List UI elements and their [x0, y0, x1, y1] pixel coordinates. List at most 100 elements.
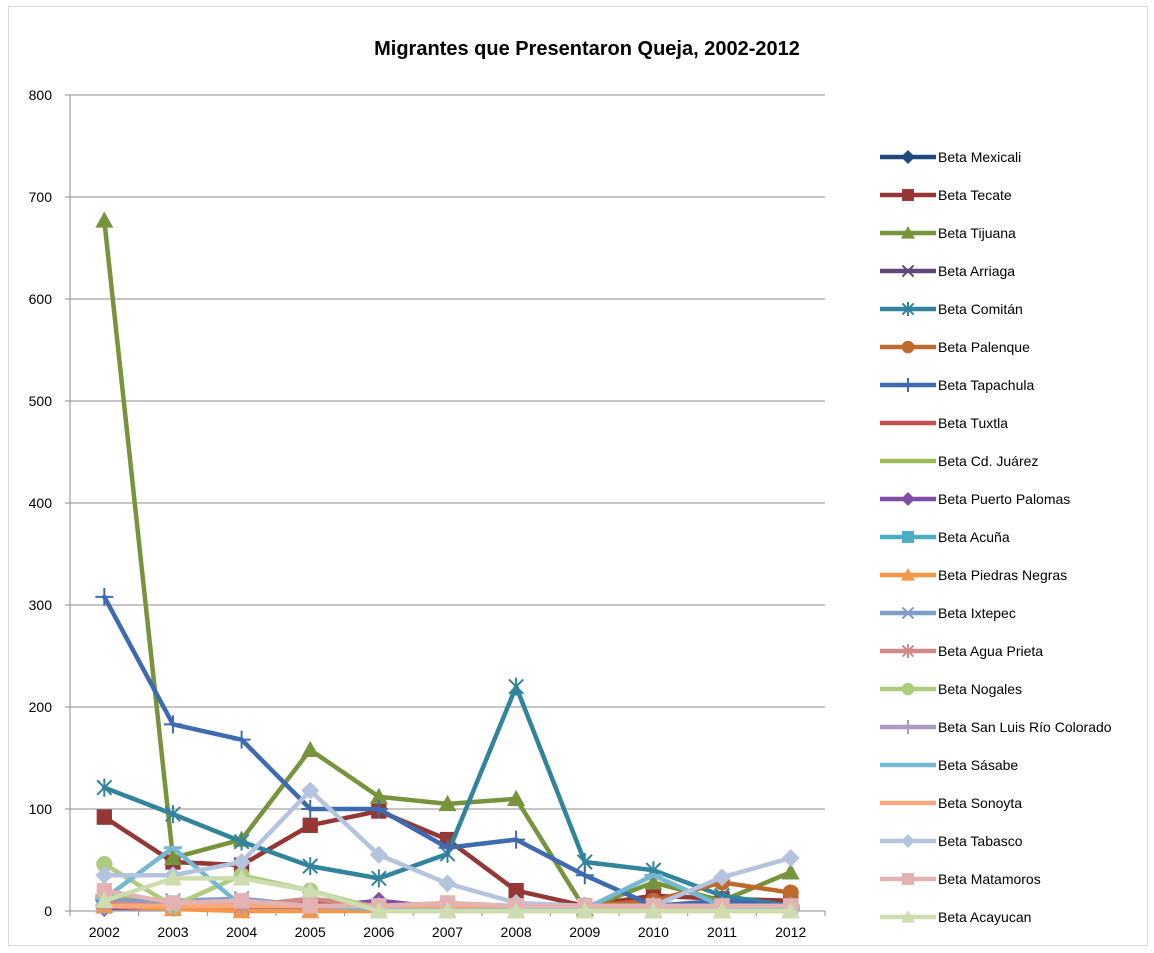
legend-marker	[901, 763, 915, 767]
x-tick-label: 2005	[295, 924, 326, 940]
legend-item-beta-ixtepec: Beta Ixtepec	[880, 605, 1016, 621]
legend-label: Beta Piedras Negras	[938, 567, 1067, 583]
x-tick-label: 2007	[432, 924, 463, 940]
data-point	[575, 902, 594, 919]
data-point	[507, 902, 526, 919]
legend-label: Beta Ixtepec	[938, 605, 1016, 621]
data-point	[713, 902, 732, 919]
data-point	[438, 874, 457, 893]
data-point	[781, 902, 800, 919]
legend-item-beta-arriaga: Beta Arriaga	[880, 263, 1015, 279]
legend-label: Beta Palenque	[938, 339, 1030, 355]
data-point	[301, 800, 320, 818]
data-point	[438, 902, 457, 919]
legend-marker	[901, 459, 915, 463]
y-tick-label: 500	[29, 393, 53, 409]
y-tick-label: 800	[29, 87, 53, 103]
data-point	[302, 817, 318, 833]
data-point	[163, 715, 182, 734]
data-point	[508, 882, 524, 899]
legend-marker	[901, 302, 915, 316]
data-point	[165, 805, 181, 824]
legend-marker	[901, 226, 915, 239]
legend-item-beta-mexicali: Beta Mexicali	[880, 149, 1021, 165]
legend-marker	[901, 568, 915, 581]
data-point	[163, 846, 182, 850]
series-beta-tijuana	[95, 211, 800, 917]
legend-marker	[901, 340, 915, 354]
legend-label: Beta Tijuana	[938, 225, 1016, 241]
legend-marker	[901, 264, 915, 278]
y-tick-label: 200	[29, 699, 53, 715]
legend-item-beta-san-luis-rio-colorado: Beta San Luis Río Colorado	[880, 719, 1112, 735]
legend-marker	[901, 834, 915, 848]
data-point	[508, 677, 525, 696]
legend-marker	[902, 873, 914, 885]
data-point	[96, 778, 113, 797]
x-tick-label: 2006	[363, 924, 394, 940]
legend-item-beta-tuxtla: Beta Tuxtla	[880, 415, 1008, 431]
legend-marker	[901, 801, 915, 805]
legend-item-beta-agua-prieta: Beta Agua Prieta	[880, 643, 1043, 659]
legend-label: Beta Acayucan	[938, 909, 1031, 925]
legend-item-beta-acayucan: Beta Acayucan	[880, 909, 1031, 925]
y-tick-label: 100	[29, 801, 53, 817]
legend-label: Beta Acuña	[938, 529, 1010, 545]
legend-item-beta-acuna: Beta Acuña	[880, 529, 1010, 545]
x-tick-label: 2003	[157, 924, 188, 940]
legend-item-beta-tabasco: Beta Tabasco	[880, 833, 1023, 849]
legend-item-beta-piedras-negras: Beta Piedras Negras	[880, 567, 1067, 583]
x-tick-label: 2002	[89, 924, 120, 940]
legend-item-beta-nogales: Beta Nogales	[880, 681, 1022, 697]
legend-item-beta-tapachula: Beta Tapachula	[880, 377, 1034, 393]
data-point	[713, 868, 732, 887]
legend-marker	[901, 421, 915, 425]
data-point	[95, 866, 114, 885]
data-point	[575, 866, 594, 885]
x-tick-label: 2009	[569, 924, 600, 940]
data-point	[165, 895, 181, 911]
data-point	[302, 898, 318, 914]
legend-item-beta-comitan: Beta Comitán	[880, 301, 1023, 317]
legend-marker	[901, 910, 915, 923]
data-point	[233, 893, 250, 909]
data-point	[95, 587, 114, 606]
x-tick-label: 2012	[775, 924, 806, 940]
series-beta-tapachula	[95, 587, 800, 915]
legend-label: Beta San Luis Río Colorado	[938, 719, 1112, 735]
legend-marker	[901, 606, 915, 620]
chart-frame	[8, 6, 1148, 946]
data-point	[644, 873, 663, 877]
legend-marker	[901, 378, 915, 392]
y-tick-label: 400	[29, 495, 53, 511]
data-point	[781, 863, 800, 880]
legend-marker	[901, 150, 915, 164]
data-point	[438, 838, 457, 857]
data-point	[644, 902, 663, 919]
series-lines	[95, 211, 800, 919]
legend-label: Beta Tuxtla	[938, 415, 1008, 431]
legend-marker	[901, 492, 915, 506]
x-tick-label: 2008	[501, 924, 532, 940]
data-point	[163, 848, 182, 866]
legend-label: Beta Agua Prieta	[938, 643, 1043, 659]
legend-item-beta-palenque: Beta Palenque	[880, 339, 1030, 355]
data-point	[507, 789, 526, 806]
data-point	[369, 902, 388, 919]
legend-marker	[901, 720, 915, 734]
legend-label: Beta Cd. Juárez	[938, 453, 1038, 469]
legend-label: Beta Tabasco	[938, 833, 1023, 849]
legend-label: Beta Nogales	[938, 681, 1022, 697]
y-tick-label: 300	[29, 597, 53, 613]
data-point	[96, 882, 112, 899]
data-point	[369, 845, 388, 864]
axes: 0 100 200 300 400 500 600 700 800 2002 2003 2004 200…	[29, 87, 826, 940]
data-point	[301, 740, 320, 758]
data-point	[644, 873, 663, 890]
legend-item-beta-sonoyta: Beta Sonoyta	[880, 795, 1022, 811]
legend-item-beta-tijuana: Beta Tijuana	[880, 225, 1016, 241]
data-point	[369, 800, 388, 818]
x-tick-label: 2011	[707, 924, 737, 940]
